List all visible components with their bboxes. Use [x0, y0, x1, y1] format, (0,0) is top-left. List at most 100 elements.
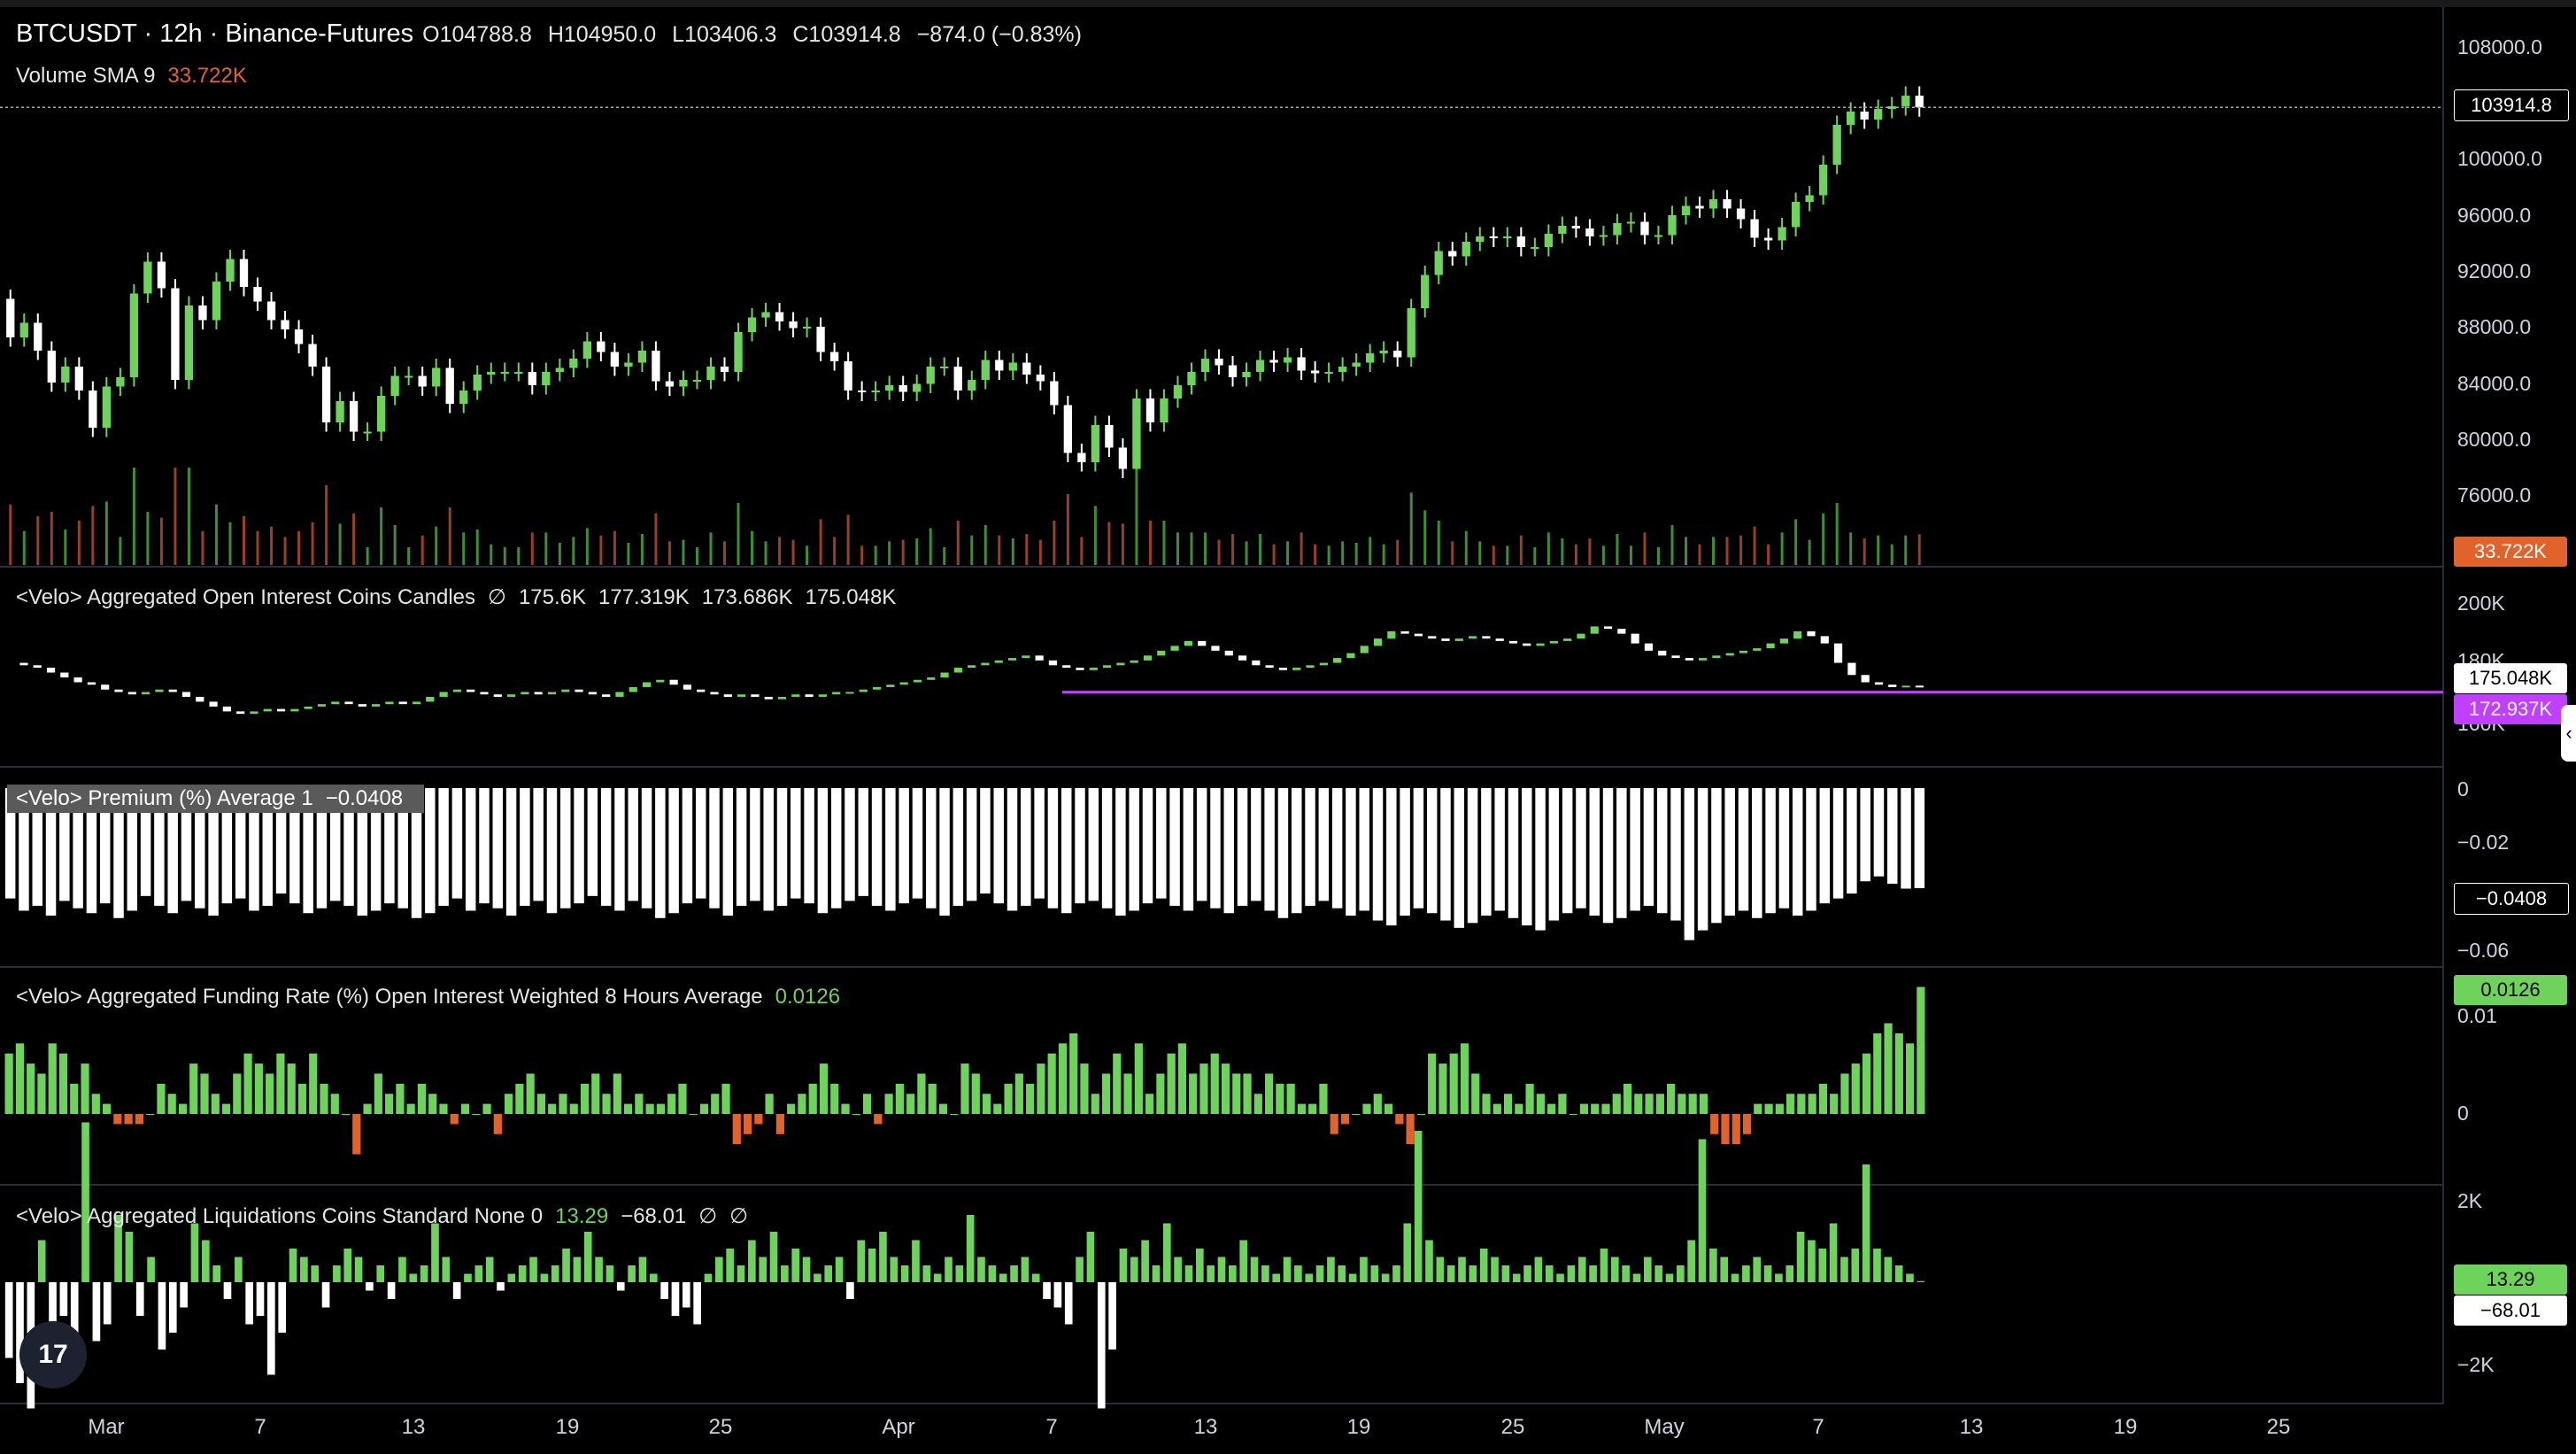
funding-bar	[1037, 1063, 1045, 1114]
oi-candle	[588, 692, 597, 695]
oi-candle	[953, 668, 962, 673]
price-candle	[1847, 112, 1855, 125]
funding-bar	[536, 1094, 546, 1114]
funding-bar	[569, 1103, 578, 1114]
symbol-title[interactable]: BTCUSDT · 12h · Binance-Futures	[16, 19, 414, 48]
volume-bar	[91, 506, 95, 565]
tradingview-logo[interactable]: 17	[19, 1321, 87, 1388]
funding-bar	[775, 1114, 784, 1134]
price-candle	[1695, 205, 1704, 209]
premium-bar	[1359, 788, 1369, 911]
premium-bar	[885, 788, 896, 911]
funding-bar	[602, 1094, 611, 1114]
liquidation-bar	[1632, 1273, 1641, 1282]
liquidation-bar	[201, 1240, 210, 1282]
volume-bar	[654, 513, 658, 565]
volume-bar	[1670, 525, 1674, 565]
volume-bar	[1396, 539, 1400, 565]
volume-bar	[1588, 538, 1592, 565]
liquidation-bar	[573, 1257, 582, 1282]
price-candle	[775, 312, 784, 321]
oi-candle	[358, 704, 366, 707]
funding-bar	[689, 1114, 698, 1115]
oi-candle	[46, 668, 56, 673]
liquidation-bar	[452, 1282, 461, 1299]
price-candle	[1255, 360, 1265, 372]
ohlc-open: O104788.8	[422, 22, 532, 47]
price-candle	[1077, 452, 1086, 462]
liquidation-bar	[1403, 1223, 1412, 1282]
liquidation-bar	[235, 1257, 243, 1282]
oi-candle	[168, 689, 177, 692]
liq-legend-label[interactable]: <Velo> Aggregated Liquidations Coins Sta…	[16, 1204, 544, 1228]
volume-bar	[888, 541, 891, 565]
funding-bar	[1134, 1043, 1143, 1114]
price-candle	[1874, 109, 1883, 120]
oi-candle	[1130, 660, 1138, 663]
oi-candle	[547, 692, 557, 695]
volume-bar	[682, 539, 685, 565]
funding-bar	[1189, 1073, 1198, 1114]
volume-bar	[599, 535, 603, 565]
price-candle	[528, 372, 536, 385]
oi-legend-high: 177.319K	[598, 585, 690, 609]
funding-bar	[1482, 1094, 1491, 1114]
liquidation-bar	[267, 1282, 275, 1375]
price-candle	[47, 351, 56, 383]
liquidation-bar	[1906, 1273, 1914, 1282]
liquidation-bar	[49, 1282, 57, 1333]
funding-bar	[1276, 1083, 1284, 1114]
premium-bar	[1034, 788, 1045, 899]
premium-legend-label[interactable]: <Velo> Premium (%) Average 1	[16, 786, 313, 810]
price-candle	[1763, 237, 1773, 241]
liquidation-bar	[1229, 1265, 1237, 1282]
liquidation-bar	[660, 1282, 668, 1299]
funding-bar	[699, 1103, 709, 1114]
premium-bar	[776, 788, 788, 906]
price-candle	[1832, 125, 1841, 165]
funding-bar	[157, 1083, 166, 1114]
price-candle	[1503, 236, 1512, 238]
oi-legend-label[interactable]: <Velo> Aggregated Open Interest Coins Ca…	[16, 585, 476, 609]
volume-bar	[1698, 544, 1701, 565]
oi-candle	[1861, 675, 1870, 683]
volume-bar	[806, 545, 809, 565]
price-candle	[816, 327, 825, 352]
premium-bar	[127, 788, 138, 911]
funding-bar	[1123, 1073, 1132, 1114]
volume-bar	[1437, 521, 1440, 565]
volume-bar	[1038, 539, 1042, 565]
liquidation-bar	[300, 1257, 308, 1282]
volume-bar	[1917, 534, 1921, 565]
collapse-arrow-icon[interactable]: ‹	[2561, 705, 2576, 762]
volume-bar	[970, 535, 974, 565]
funding-bar	[48, 1043, 57, 1114]
premium-bar	[249, 788, 259, 911]
price-candle	[1750, 219, 1759, 238]
volume-bar	[1245, 541, 1248, 565]
funding-bar	[1840, 1073, 1849, 1114]
liq-axis-label: −2K	[2457, 1353, 2495, 1376]
premium-bar	[235, 788, 246, 899]
liquidation-bar	[354, 1257, 363, 1282]
funding-bar	[852, 1114, 860, 1115]
volume-bar	[1574, 544, 1577, 565]
premium-bar	[1264, 788, 1275, 911]
funding-bar	[1319, 1083, 1328, 1114]
premium-bar	[1684, 788, 1695, 940]
oi-candle	[818, 694, 827, 697]
price-candle	[89, 391, 97, 428]
premium-bar	[384, 788, 395, 904]
volume-legend-label[interactable]: Volume SMA 9	[16, 64, 156, 88]
funding-bar	[1101, 1073, 1111, 1114]
price-candle	[981, 360, 990, 380]
oi-candle	[1549, 640, 1558, 644]
liquidation-bar	[1305, 1273, 1314, 1282]
liquidation-bar	[1294, 1265, 1302, 1282]
volume-bar	[737, 503, 740, 565]
volume-bar	[667, 541, 671, 565]
liquidation-bar	[1698, 1139, 1707, 1282]
funding-legend-label[interactable]: <Velo> Aggregated Funding Rate (%) Open …	[16, 985, 763, 1009]
volume-bar	[1382, 544, 1385, 565]
